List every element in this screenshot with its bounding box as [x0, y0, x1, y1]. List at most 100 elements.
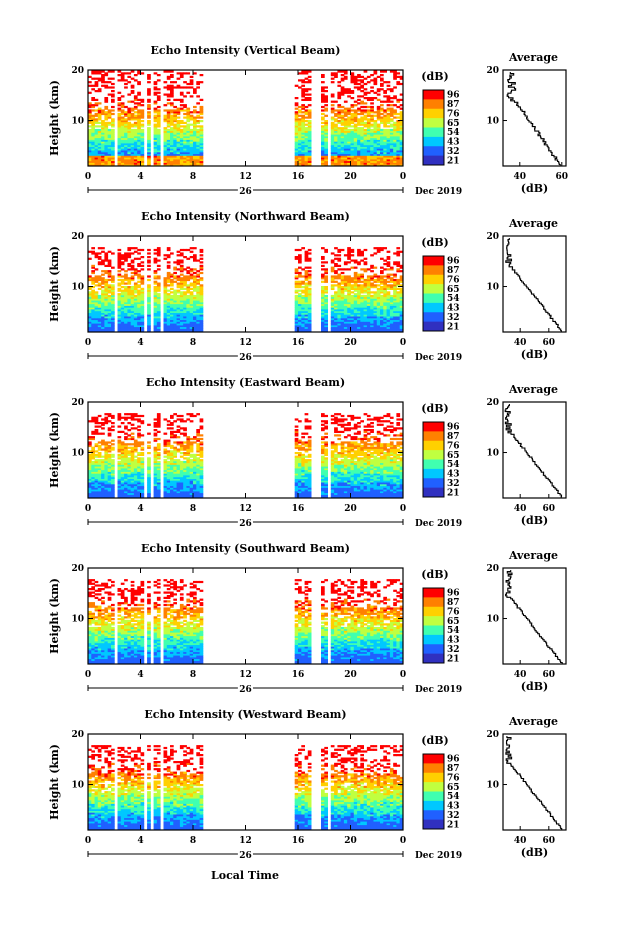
heat-cell — [97, 150, 102, 153]
heat-cell — [91, 326, 95, 329]
heat-cell — [101, 263, 105, 266]
heat-cell — [304, 98, 309, 101]
heat-cell — [140, 268, 145, 271]
heat-cell — [396, 303, 401, 306]
heat-cell — [334, 316, 338, 319]
heat-cell — [186, 312, 191, 315]
heat-cell — [97, 475, 102, 478]
heat-cell — [166, 330, 171, 333]
heat-cell — [337, 164, 342, 167]
heat-cell — [389, 286, 394, 289]
heat-cell — [147, 261, 151, 264]
heat-cell — [147, 137, 151, 140]
heat-cell — [353, 326, 358, 329]
heat-cell — [321, 100, 325, 103]
heat-cell — [347, 112, 351, 116]
heat-cell — [199, 98, 204, 101]
heat-cell — [133, 482, 138, 485]
heat-cell — [88, 459, 92, 462]
heat-cell — [120, 316, 125, 319]
heat-cell — [396, 326, 401, 329]
heat-cell — [147, 144, 151, 147]
heat-cell — [104, 150, 109, 153]
heat-cell — [166, 164, 171, 167]
heat-cell — [101, 323, 105, 326]
heat-cell — [383, 317, 387, 321]
heat-cell — [186, 157, 191, 160]
heat-cell — [170, 305, 174, 308]
heat-cell — [373, 284, 378, 287]
heat-cell — [373, 291, 378, 294]
heat-cell — [324, 323, 328, 326]
heat-cell — [124, 437, 128, 441]
heat-cell — [340, 123, 345, 126]
heat-cell — [189, 309, 194, 312]
heat-cell — [104, 326, 109, 329]
heat-cell — [107, 303, 112, 306]
heat-cell — [94, 114, 99, 117]
heat-cell — [337, 323, 342, 326]
heat-cell — [360, 162, 364, 165]
heat-cell — [183, 293, 187, 296]
heat-cell — [376, 307, 381, 310]
heat-cell — [137, 309, 141, 312]
heat-cell — [334, 123, 338, 126]
heat-cell — [301, 280, 305, 283]
heat-cell — [176, 157, 181, 160]
panel-title: Echo Intensity (Northward Beam) — [141, 210, 350, 223]
heat-cell — [97, 135, 102, 139]
heat-cell — [104, 460, 109, 464]
colorbar-swatch — [423, 127, 444, 138]
heat-cell — [156, 287, 161, 290]
heat-cell — [176, 263, 181, 266]
heat-cell — [107, 448, 112, 451]
heat-cell — [298, 266, 302, 269]
heat-cell — [334, 305, 338, 308]
heat-cell — [360, 137, 364, 140]
heat-cell — [94, 314, 99, 317]
heat-cell — [301, 125, 305, 128]
heat-cell — [396, 135, 401, 139]
heat-cell — [117, 128, 122, 132]
heat-cell — [193, 130, 197, 133]
heat-cell — [183, 324, 187, 328]
heat-cell — [124, 312, 128, 315]
heat-cell — [199, 132, 204, 135]
heat-cell — [130, 480, 135, 483]
heat-cell — [170, 75, 174, 78]
heat-cell — [196, 319, 200, 322]
heat-cell — [173, 312, 177, 315]
heat-cell — [386, 321, 391, 324]
heat-cell — [147, 328, 151, 331]
heat-cell — [120, 146, 125, 149]
heat-cell — [347, 278, 351, 282]
heat-cell — [91, 455, 95, 458]
heat-cell — [304, 139, 309, 142]
heat-cell — [88, 494, 92, 497]
heat-cell — [370, 109, 374, 112]
heat-cell — [357, 148, 361, 151]
heat-cell — [127, 81, 132, 84]
heat-cell — [186, 328, 191, 331]
heat-cell — [117, 134, 122, 137]
heat-cell — [370, 120, 374, 123]
heat-cell — [196, 326, 200, 329]
heat-cell — [386, 256, 391, 259]
heat-cell — [393, 303, 397, 306]
heat-cell — [130, 455, 135, 458]
heat-cell — [107, 441, 112, 444]
heat-cell — [140, 139, 145, 142]
heat-cell — [111, 146, 115, 149]
heat-cell — [111, 164, 115, 167]
heat-cell — [366, 293, 371, 296]
heat-cell — [393, 86, 397, 89]
heat-cell — [101, 305, 105, 308]
heat-cell — [334, 254, 338, 257]
heat-cell — [183, 280, 187, 283]
heat-cell — [88, 478, 92, 481]
heat-cell — [156, 328, 161, 331]
heat-cell — [350, 121, 355, 124]
heat-cell — [330, 324, 335, 328]
heat-cell — [91, 164, 95, 167]
heat-cell — [147, 330, 151, 333]
